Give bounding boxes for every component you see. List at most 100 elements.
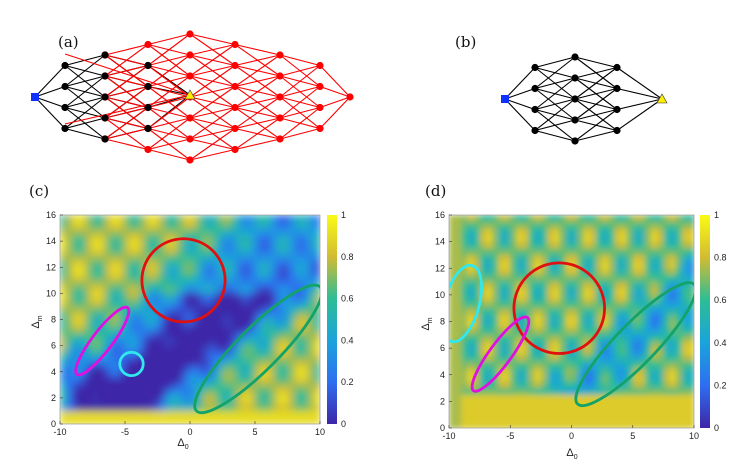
y-tick-label: 12 [46, 262, 56, 272]
colorbar-tick-label: 1 [714, 210, 719, 220]
colorbar-c [327, 215, 337, 424]
network-edge [279, 107, 321, 140]
network-edge [616, 87, 663, 100]
network-edge [504, 98, 536, 111]
network-edge [104, 65, 149, 98]
network-edge [279, 85, 321, 98]
panel-label-b: (b) [455, 33, 476, 51]
network-node [571, 53, 579, 61]
network-edge [147, 75, 191, 88]
y-tick-label: 12 [435, 263, 445, 273]
magenta-ellipse-annotation [74, 305, 131, 377]
network-edge [104, 44, 149, 77]
network-edge [534, 98, 576, 111]
network-edge [34, 65, 66, 98]
network-edge [616, 67, 663, 100]
network-edge [534, 56, 576, 69]
network-edge [147, 96, 191, 109]
colorbar-tick-label: 0.6 [341, 294, 354, 304]
network-node [571, 116, 579, 124]
network-edge [189, 86, 236, 119]
x-tick-label: -5 [506, 431, 514, 441]
network-edge [574, 88, 618, 121]
network-node [316, 124, 324, 133]
network-edge [189, 85, 236, 98]
network-edge [189, 106, 236, 119]
network-node [144, 61, 152, 70]
network-node [276, 51, 284, 59]
y-tick-label: 2 [440, 396, 445, 406]
y-tick-label: 16 [46, 210, 56, 220]
colorbar-tick-label: 0.8 [714, 253, 727, 263]
network-node [571, 95, 579, 103]
network-node [613, 84, 621, 93]
network-node [61, 124, 69, 133]
network-node [613, 126, 621, 135]
network-edge [64, 96, 106, 129]
network-edge [104, 138, 149, 151]
y-tick-label: 2 [51, 393, 56, 403]
network-edge [234, 75, 281, 88]
network-edge [574, 129, 618, 142]
panel-label-c: (c) [29, 182, 49, 200]
y-tick-label: 8 [440, 317, 445, 327]
network-node [144, 82, 152, 91]
green-ellipse-annotation [574, 281, 694, 408]
network-edge [574, 56, 618, 69]
network-edge [189, 148, 236, 161]
y-tick-label: 0 [440, 423, 445, 433]
y-tick-label: 4 [440, 370, 445, 380]
network-node [101, 51, 109, 59]
network-edge [234, 117, 281, 150]
y-tick-label: 8 [51, 315, 56, 325]
network-node [231, 82, 239, 91]
network-edge [189, 43, 236, 56]
colorbar-tick-label: 0.8 [341, 252, 354, 262]
network-edge [189, 127, 236, 140]
network-edge [534, 77, 576, 90]
network-diagram-a [31, 30, 354, 164]
network-edge [574, 87, 618, 100]
network-edge [189, 107, 236, 140]
y-tick-label: 10 [435, 290, 445, 300]
network-edge [534, 56, 576, 89]
network-edge [279, 64, 321, 77]
y-tick-label: 0 [51, 419, 56, 429]
network-edge [234, 75, 281, 108]
network-node [101, 72, 109, 80]
network-edge [616, 98, 663, 111]
x-axis-label-d: Δ0 [566, 447, 577, 461]
network-node [231, 40, 239, 49]
network-node [571, 137, 579, 145]
network-edge [147, 148, 191, 161]
network-edge [534, 98, 576, 131]
network-node [316, 82, 324, 91]
network-node [346, 93, 354, 101]
y-tick-label: 10 [46, 288, 56, 298]
source-node [31, 93, 39, 101]
network-node [316, 61, 324, 70]
network-edge [104, 127, 149, 140]
y-tick-label: 6 [51, 341, 56, 351]
network-node [531, 126, 539, 135]
y-tick-label: 4 [51, 367, 56, 377]
network-edge [234, 138, 281, 151]
network-edge [64, 96, 106, 109]
colorbar-d [700, 215, 710, 428]
network-node [186, 30, 194, 38]
panel-label-d: (d) [425, 182, 446, 200]
network-edge [234, 43, 281, 56]
network-node [531, 84, 539, 93]
network-edge [104, 64, 149, 77]
x-tick-label: 10 [689, 431, 699, 441]
network-edge [534, 129, 576, 142]
x-tick-label: -5 [121, 427, 129, 437]
x-tick-label: -10 [442, 431, 455, 441]
network-node [186, 156, 194, 164]
colorbar-tick-label: 0.2 [714, 380, 727, 390]
network-node [613, 105, 621, 114]
network-edge [64, 94, 191, 125]
network-edge [147, 33, 191, 66]
network-edge [189, 44, 236, 77]
network-edge [189, 64, 236, 77]
